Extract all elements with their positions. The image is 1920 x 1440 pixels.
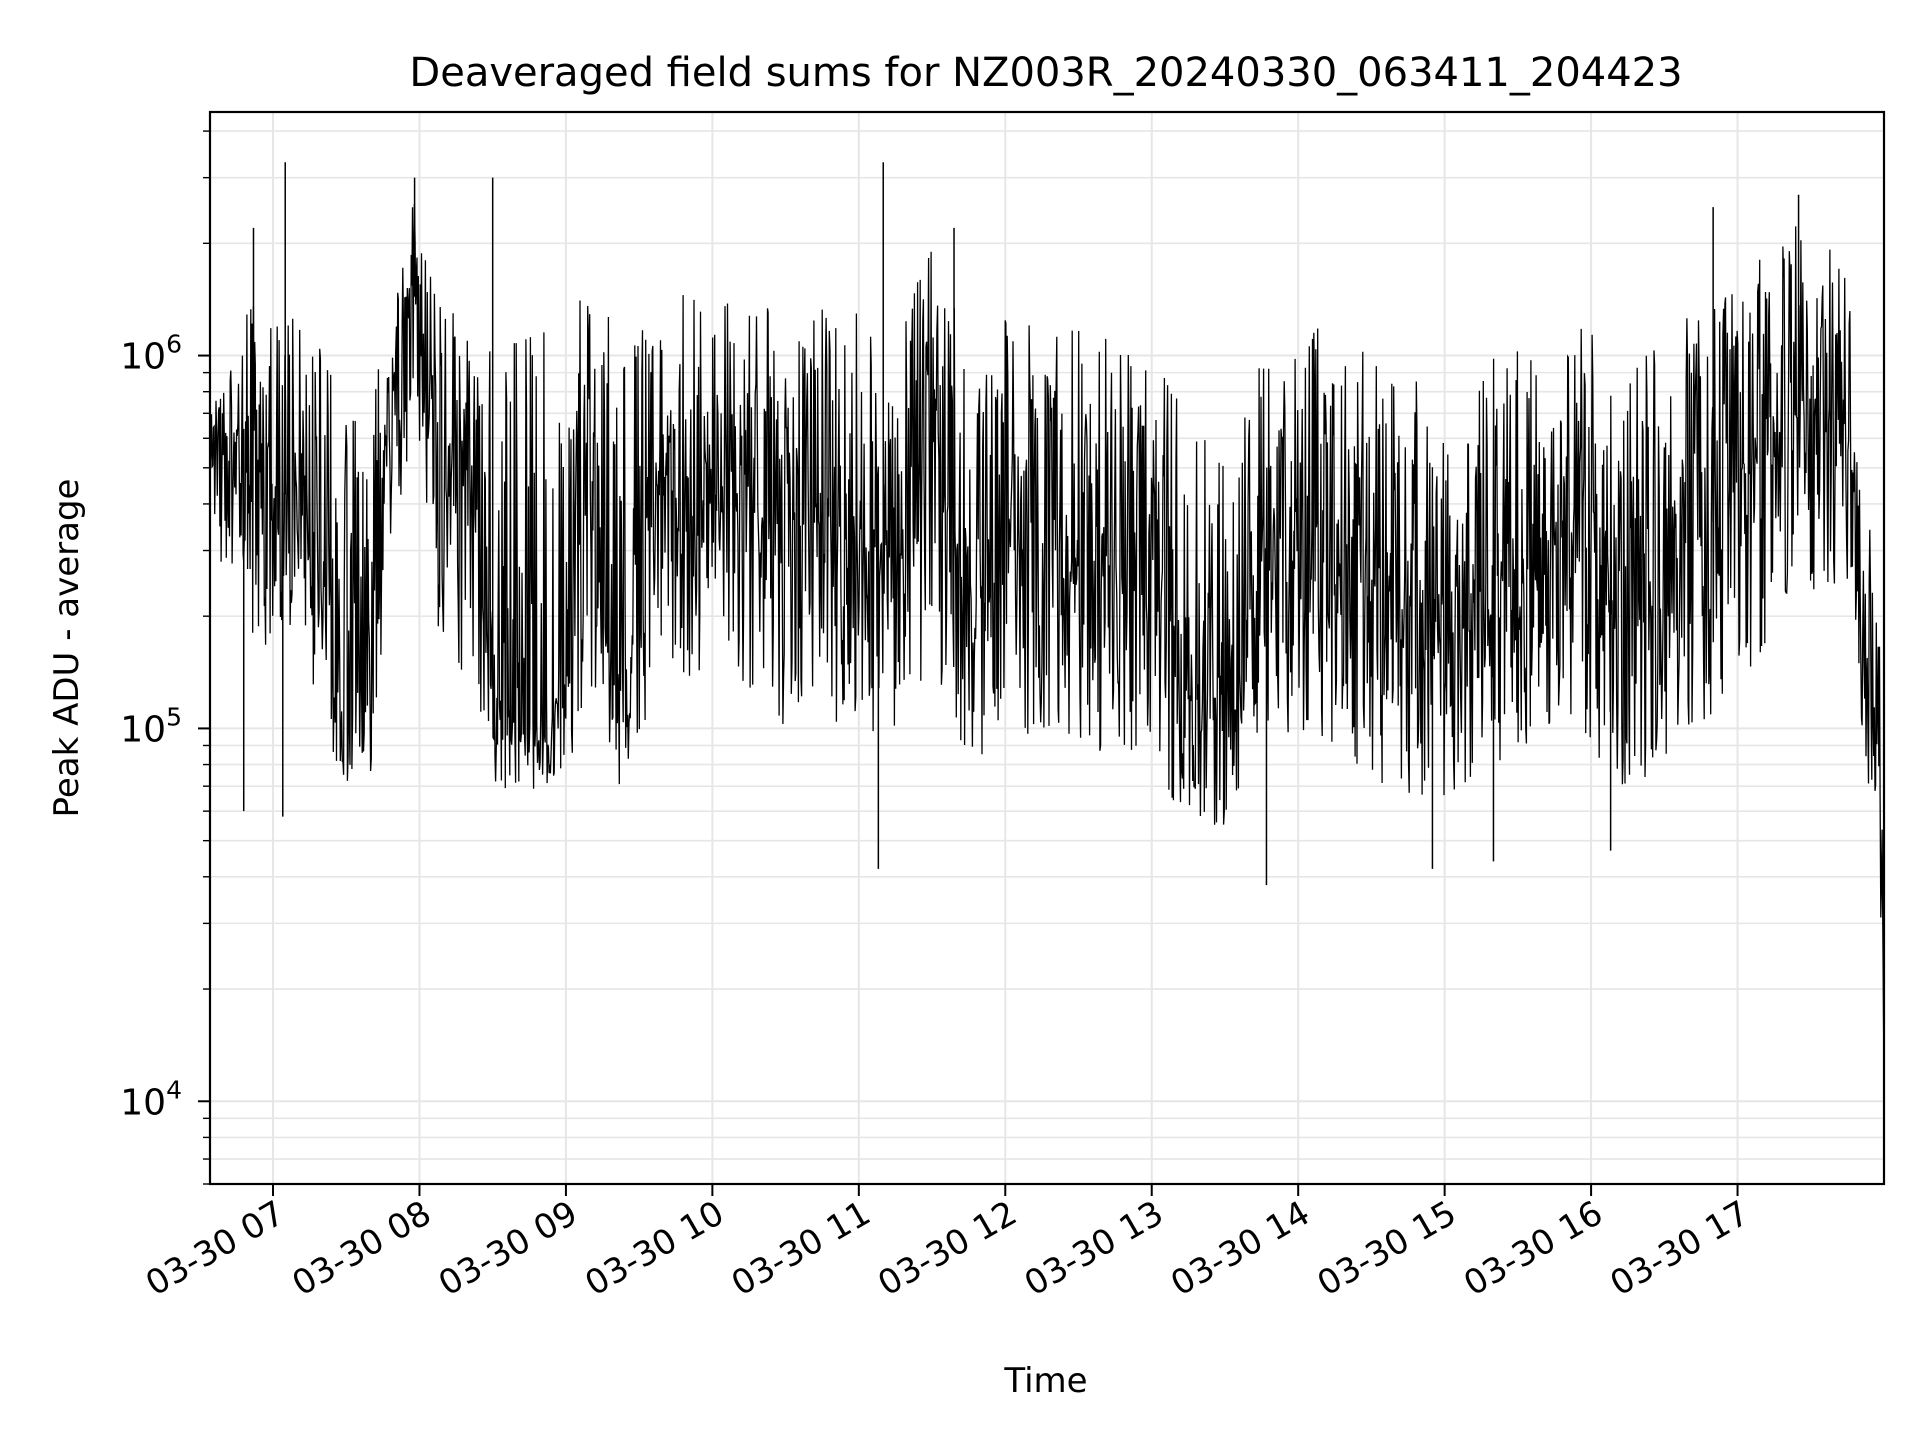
y-axis-label: Peak ADU - average (47, 479, 87, 818)
y-tick-label: 105 (120, 702, 182, 750)
plot-frame (208, 110, 1886, 1186)
x-axis-label: Time (1003, 1361, 1087, 1401)
series-line (208, 203, 1885, 1077)
y-tick-label: 106 (120, 330, 182, 378)
data-series (208, 162, 1885, 1077)
chart-title: Deaveraged field sums for NZ003R_2024033… (409, 50, 1682, 96)
y-tick-label: 104 (120, 1075, 182, 1123)
grid-lines (210, 112, 1884, 1185)
y-axis: 104 105 106 (120, 130, 210, 1185)
